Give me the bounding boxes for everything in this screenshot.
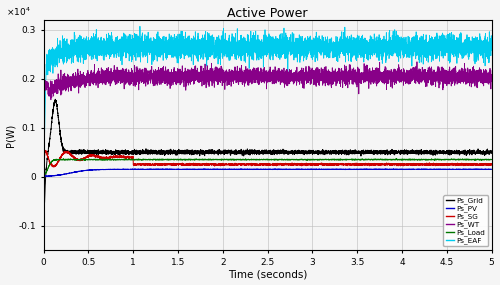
Ps_PV <box>210 168 216 171</box>
Ps_WT <box>150 75 156 78</box>
Ps_SG <box>485 162 491 166</box>
Ps_WT <box>48 98 54 101</box>
Ps_Load <box>488 158 494 161</box>
Ps_Grid <box>488 151 494 154</box>
Ps_PV <box>364 167 370 171</box>
Ps_Grid <box>485 152 491 155</box>
Ps_SG <box>145 163 151 166</box>
Ps_Grid <box>150 150 156 153</box>
Ps_WT <box>144 72 150 75</box>
Line: Ps_Load: Ps_Load <box>44 159 492 176</box>
Line: Ps_EAF: Ps_EAF <box>44 26 492 177</box>
Ps_EAF <box>488 48 494 51</box>
Ps_EAF <box>485 50 491 53</box>
Ps_Grid <box>52 97 58 101</box>
Ps_Load <box>485 158 491 162</box>
Ps_WT <box>485 71 491 74</box>
Ps_Grid <box>210 150 216 154</box>
Ps_PV <box>488 168 494 171</box>
Ps_EAF <box>137 25 143 28</box>
Ps_Load <box>150 158 156 161</box>
Ps_PV <box>150 168 156 171</box>
X-axis label: Time (seconds): Time (seconds) <box>228 269 308 280</box>
Ps_Load <box>242 158 248 161</box>
Ps_SG <box>147 162 153 165</box>
Line: Ps_WT: Ps_WT <box>44 62 492 100</box>
Ps_EAF <box>242 45 248 49</box>
Ps_EAF <box>150 50 156 53</box>
Line: Ps_PV: Ps_PV <box>44 169 492 177</box>
Legend: Ps_Grid, Ps_PV, Ps_SG, Ps_WT, Ps_Load, Ps_EAF: Ps_Grid, Ps_PV, Ps_SG, Ps_WT, Ps_Load, P… <box>443 195 488 247</box>
Text: $\times10^4$: $\times10^4$ <box>6 5 30 18</box>
Ps_SG <box>242 163 248 166</box>
Ps_WT <box>147 72 153 76</box>
Ps_WT <box>40 85 46 88</box>
Ps_Grid <box>144 149 150 153</box>
Ps_PV <box>485 168 491 171</box>
Ps_Grid <box>242 150 248 154</box>
Ps_EAF <box>144 46 150 49</box>
Ps_PV <box>144 167 150 171</box>
Ps_Load <box>144 158 150 161</box>
Ps_WT <box>488 74 494 78</box>
Line: Ps_SG: Ps_SG <box>44 150 492 167</box>
Ps_PV <box>242 168 248 171</box>
Ps_SG <box>40 160 46 163</box>
Ps_SG <box>210 162 216 166</box>
Title: Active Power: Active Power <box>228 7 308 20</box>
Ps_Load <box>210 158 216 162</box>
Ps_SG <box>42 148 48 152</box>
Ps_PV <box>40 175 46 178</box>
Ps_WT <box>242 71 248 75</box>
Ps_WT <box>210 73 216 76</box>
Ps_SG <box>50 165 56 169</box>
Ps_Load <box>40 174 46 177</box>
Ps_WT <box>414 60 420 64</box>
Line: Ps_Grid: Ps_Grid <box>44 99 492 239</box>
Ps_PV <box>147 168 153 171</box>
Ps_EAF <box>40 175 46 178</box>
Ps_Load <box>147 158 153 161</box>
Ps_SG <box>488 162 494 165</box>
Ps_Grid <box>40 238 46 241</box>
Ps_EAF <box>147 36 153 40</box>
Ps_SG <box>150 163 156 166</box>
Ps_Grid <box>147 152 153 156</box>
Ps_EAF <box>210 37 216 40</box>
Y-axis label: P(W): P(W) <box>6 123 16 147</box>
Ps_Load <box>448 157 454 161</box>
